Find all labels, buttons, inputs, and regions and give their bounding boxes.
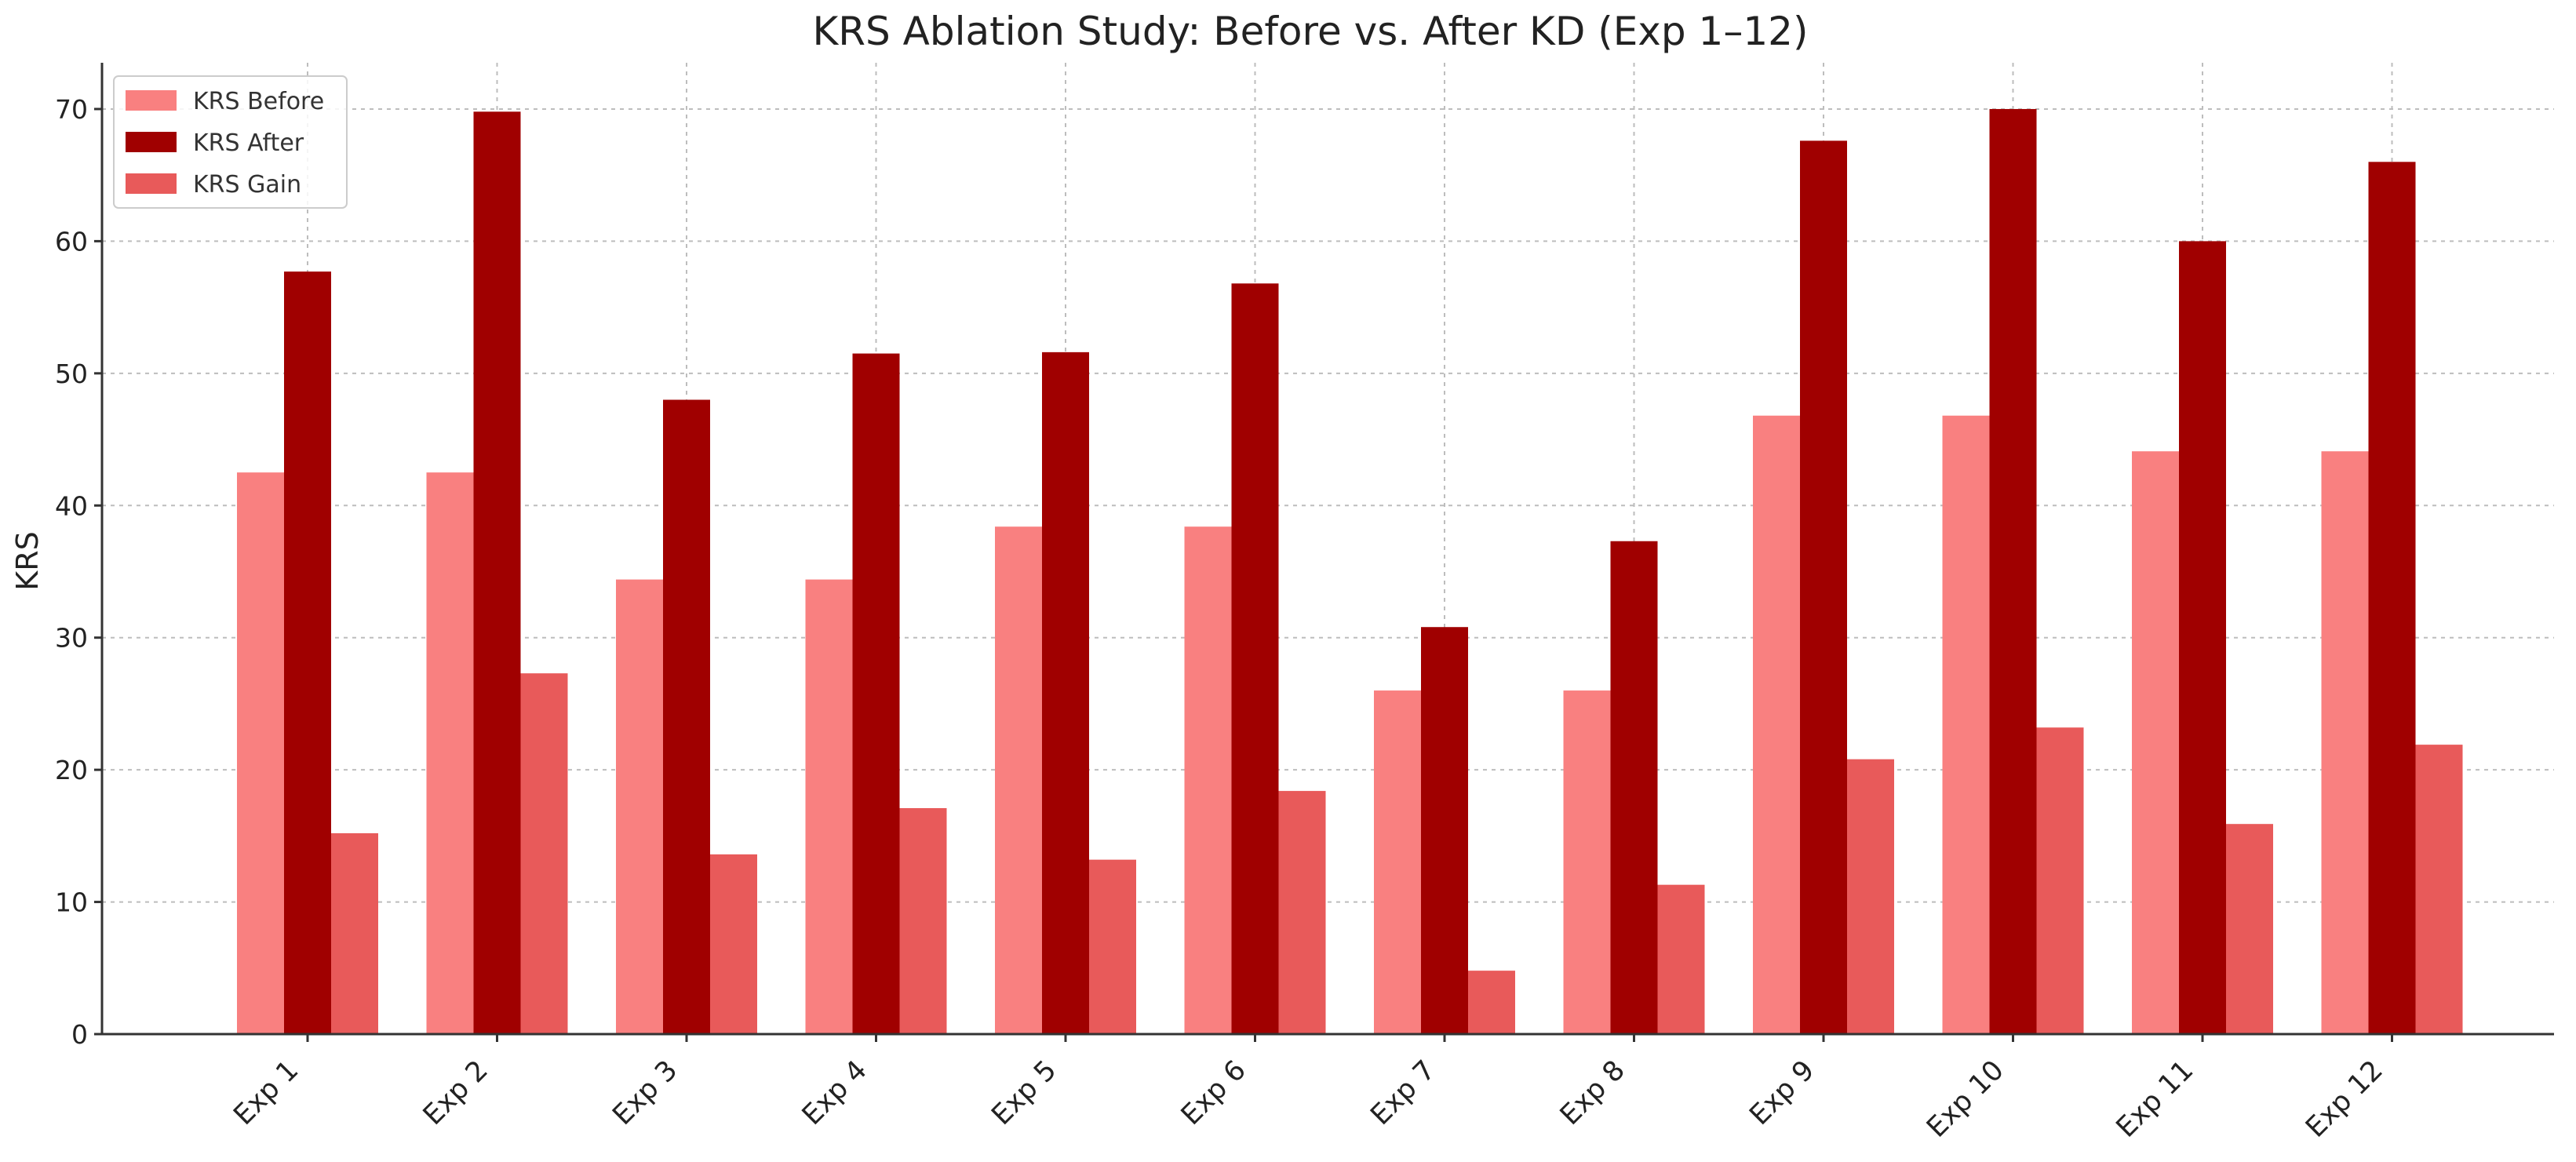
bar-krs-after-3 xyxy=(663,399,710,1034)
bar-krs-gain-1 xyxy=(331,832,378,1034)
y-tick-label-3: 30 xyxy=(55,623,88,654)
bar-krs-gain-10 xyxy=(2036,727,2084,1034)
bar-krs-before-9 xyxy=(1753,415,1800,1034)
bar-krs-after-1 xyxy=(284,271,331,1034)
bar-krs-before-11 xyxy=(2132,451,2179,1034)
axes xyxy=(100,63,2554,1036)
bar-krs-after-11 xyxy=(2179,241,2226,1034)
bar-krs-after-5 xyxy=(1042,352,1089,1034)
legend-label-2: KRS After xyxy=(193,129,304,157)
legend-swatch-1 xyxy=(126,90,177,111)
bar-krs-after-12 xyxy=(2368,162,2416,1034)
legend-label-1: KRS Before xyxy=(193,88,324,115)
bar-krs-before-3 xyxy=(616,579,663,1034)
legend-swatch-2 xyxy=(126,132,177,152)
y-ticks: 0 10 20 30 40 50 60 70 xyxy=(55,94,102,1050)
bar-krs-before-2 xyxy=(426,472,474,1034)
bar-krs-gain-4 xyxy=(899,807,947,1034)
x-tick-label-10: Exp 11 xyxy=(2111,1055,2200,1144)
bar-krs-gain-8 xyxy=(1657,884,1705,1034)
chart-title: KRS Ablation Study: Before vs. After KD … xyxy=(813,9,1809,54)
x-tick-label-1: Exp 2 xyxy=(417,1055,494,1131)
x-tick-label-7: Exp 8 xyxy=(1554,1055,1631,1131)
x-tick-label-4: Exp 5 xyxy=(986,1055,1062,1131)
x-tick-label-9: Exp 10 xyxy=(1921,1055,2010,1144)
bar-krs-before-10 xyxy=(1942,415,1990,1034)
bar-krs-after-4 xyxy=(852,353,900,1034)
bar-krs-after-2 xyxy=(473,111,521,1035)
bar-krs-before-5 xyxy=(995,526,1042,1034)
y-tick-label-6: 60 xyxy=(55,226,88,257)
bar-krs-after-10 xyxy=(1989,108,2037,1034)
y-tick-label-1: 10 xyxy=(55,887,88,918)
bar-krs-after-6 xyxy=(1231,283,1279,1034)
x-tick-label-5: Exp 6 xyxy=(1175,1055,1252,1131)
x-tick-label-2: Exp 3 xyxy=(607,1055,683,1131)
x-tick-label-6: Exp 7 xyxy=(1365,1055,1441,1131)
legend-label-3: KRS Gain xyxy=(193,171,301,199)
x-tick-label-0: Exp 1 xyxy=(228,1055,304,1131)
bar-krs-after-7 xyxy=(1421,627,1468,1034)
bars xyxy=(237,108,2463,1035)
bar-krs-before-8 xyxy=(1563,690,1611,1034)
bar-krs-after-8 xyxy=(1610,541,1658,1034)
legend-swatch-3 xyxy=(126,173,177,194)
bar-krs-gain-7 xyxy=(1468,971,1515,1034)
y-tick-label-4: 40 xyxy=(55,490,88,521)
bar-krs-gain-2 xyxy=(520,673,568,1034)
x-tick-label-11: Exp 12 xyxy=(2300,1055,2389,1144)
y-tick-label-2: 20 xyxy=(55,755,88,785)
bar-krs-gain-12 xyxy=(2415,745,2463,1034)
bar-krs-gain-3 xyxy=(710,854,757,1034)
bar-krs-before-1 xyxy=(237,472,284,1034)
bar-krs-gain-6 xyxy=(1278,791,1326,1034)
y-tick-label-0: 0 xyxy=(71,1019,88,1050)
x-ticks: Exp 1 Exp 2 Exp 3 Exp 4 Exp 5 Exp 6 Exp 7 Exp 8… xyxy=(228,1034,2393,1144)
bar-krs-before-4 xyxy=(805,579,853,1034)
bar-krs-before-12 xyxy=(2321,451,2369,1034)
bar-krs-gain-5 xyxy=(1089,859,1136,1034)
bar-krs-after-9 xyxy=(1800,140,1847,1035)
y-tick-label-5: 50 xyxy=(55,359,88,389)
x-tick-label-8: Exp 9 xyxy=(1743,1055,1820,1131)
bar-krs-gain-11 xyxy=(2226,824,2273,1034)
bar-krs-before-7 xyxy=(1374,690,1421,1034)
bar-krs-before-6 xyxy=(1184,526,1232,1034)
y-axis-label: KRS xyxy=(10,531,45,590)
bar-krs-gain-9 xyxy=(1847,759,1894,1034)
legend: KRS Before KRS After KRS Gain xyxy=(113,75,348,209)
y-tick-label-7: 70 xyxy=(55,94,88,125)
x-tick-label-3: Exp 4 xyxy=(796,1055,873,1131)
